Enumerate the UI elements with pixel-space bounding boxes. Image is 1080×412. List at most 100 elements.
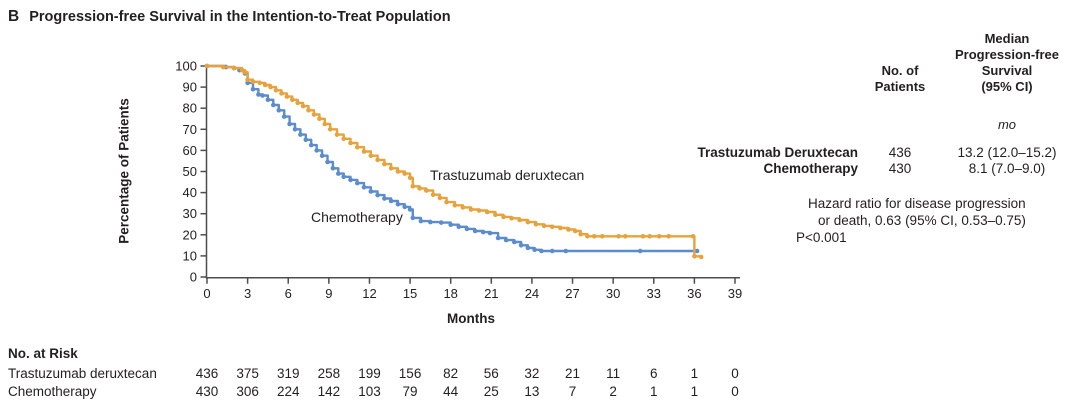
y-tick-label: 80 (183, 101, 197, 116)
censor-dot-chemo (410, 215, 416, 221)
at-risk-count: 1 (650, 384, 658, 399)
x-tick-label: 24 (525, 286, 539, 301)
at-risk-label-tdxd: Trastuzumab deruxtecan (8, 366, 157, 381)
censor-dot-tdxd (549, 224, 555, 230)
y-tick-label: 70 (183, 122, 197, 137)
censor-dot-tdxd (262, 82, 268, 88)
hazard-ratio-note: Hazard ratio for disease progression or … (796, 195, 1026, 246)
col-header-median-pfs: Median Progression-free Survival (95% CI… (954, 31, 1060, 94)
censor-dot-tdxd (640, 234, 646, 239)
censor-dot-chemo (512, 239, 517, 245)
censor-dot-chemo (532, 247, 537, 253)
hazard-line-1: Hazard ratio for disease progression (808, 196, 1026, 211)
at-risk-count: 13 (524, 384, 540, 399)
at-risk-count: 21 (565, 366, 581, 381)
censor-dot-tdxd (690, 234, 696, 239)
censor-dot-chemo (402, 204, 408, 210)
censor-dot-chemo (319, 153, 325, 158)
censor-dot-tdxd (231, 65, 237, 71)
at-risk-count: 11 (606, 366, 621, 381)
summary-row-n-tdxd: 436 (888, 145, 912, 160)
censor-dot-tdxd (666, 234, 671, 239)
censor-dot-tdxd (452, 203, 458, 208)
x-tick-label: 33 (647, 286, 661, 301)
censor-dot-tdxd (525, 219, 531, 225)
censor-dot-chemo (276, 108, 282, 113)
at-risk-count: 79 (402, 384, 418, 399)
censor-dot-tdxd (334, 132, 340, 137)
at-risk-count: 436 (195, 366, 219, 381)
censor-dot-chemo (281, 114, 287, 119)
censor-dot-tdxd (361, 149, 367, 154)
censor-dot-tdxd (698, 254, 704, 260)
y-tick-label: 0 (190, 270, 197, 285)
censor-dot-chemo (325, 159, 330, 165)
hazard-line-2: or death, 0.63 (95% CI, 0.53–0.75) (818, 213, 1026, 228)
censor-dot-chemo (388, 198, 394, 204)
censor-dot-chemo (341, 174, 347, 180)
censor-dot-tdxd (382, 161, 387, 167)
censor-dot-tdxd (585, 234, 590, 239)
censor-dot-chemo (563, 248, 569, 254)
censor-dot-chemo (298, 132, 303, 137)
censor-dot-tdxd (348, 140, 353, 146)
censor-dot-chemo (271, 102, 276, 108)
censor-dot-tdxd (468, 207, 474, 212)
censor-dot-tdxd (501, 214, 506, 220)
x-tick-label: 6 (285, 286, 292, 301)
censor-dot-tdxd (476, 208, 482, 213)
censor-dot-chemo (303, 137, 309, 143)
censor-dot-chemo (308, 142, 314, 148)
at-risk-count: 156 (398, 366, 422, 381)
censor-dot-chemo (518, 243, 524, 248)
censor-dot-tdxd (257, 80, 263, 86)
censor-dot-chemo (395, 201, 401, 207)
censor-dot-chemo (250, 86, 256, 92)
censor-dot-tdxd (290, 97, 295, 103)
censor-dot-tdxd (402, 171, 408, 176)
censor-dot-tdxd (322, 121, 328, 127)
censor-dot-chemo (314, 148, 320, 153)
censor-dot-tdxd (558, 225, 563, 231)
at-risk-count: 25 (483, 384, 499, 399)
y-tick-label: 100 (175, 59, 197, 74)
curve-label-chemotherapy: Chemotherapy (311, 209, 403, 225)
censor-dot-chemo (287, 121, 292, 127)
summary-row-n-chemo: 430 (888, 161, 912, 176)
censor-dot-chemo (336, 171, 341, 176)
at-risk-count: 2 (609, 384, 617, 399)
censor-dot-tdxd (600, 234, 605, 239)
censor-dot-tdxd (300, 103, 306, 109)
summary-row-label-tdxd: Trastuzumab Deruxtecan (697, 145, 858, 160)
x-tick-label: 27 (565, 286, 579, 301)
censor-dot-tdxd (311, 112, 317, 117)
censor-dot-tdxd (341, 136, 347, 142)
censor-dot-tdxd (250, 79, 256, 85)
x-axis-label: Months (447, 311, 495, 326)
censor-dot-chemo (525, 245, 531, 251)
censor-dot-chemo (375, 192, 380, 198)
censor-dot-tdxd (616, 234, 621, 239)
censor-dot-tdxd (572, 228, 578, 234)
censor-dot-tdxd (484, 209, 490, 215)
censor-dot-tdxd (407, 175, 413, 181)
at-risk-count: 430 (195, 384, 219, 399)
at-risk-count: 306 (236, 384, 259, 399)
censor-dot-tdxd (279, 91, 284, 96)
at-risk-count: 0 (731, 384, 739, 399)
x-tick-label: 0 (203, 286, 210, 301)
censor-dot-tdxd (509, 216, 514, 221)
censor-dot-tdxd (268, 84, 273, 90)
censor-dot-chemo (265, 97, 271, 103)
figure-title-text: Progression-free Survival in the Intenti… (29, 9, 451, 25)
censor-dot-tdxd (368, 153, 374, 158)
y-tick-label: 90 (183, 80, 197, 95)
x-tick-label: 30 (606, 286, 620, 301)
censor-dot-tdxd (410, 184, 416, 189)
x-tick-label: 15 (403, 286, 417, 301)
censor-dot-chemo (355, 180, 360, 186)
censor-dot-tdxd (375, 157, 380, 163)
censor-dot-tdxd (437, 195, 443, 201)
censor-dot-tdxd (591, 234, 597, 239)
at-risk-count: 258 (317, 366, 341, 381)
